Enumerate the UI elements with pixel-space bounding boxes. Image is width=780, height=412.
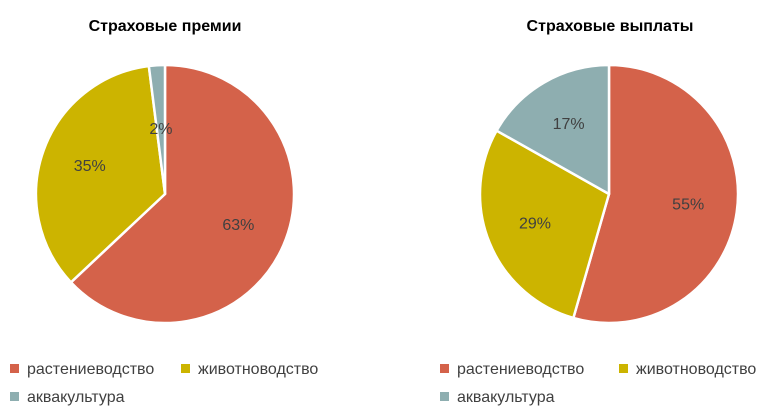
data-label: 29%	[519, 216, 551, 233]
pie-slice	[478, 129, 611, 320]
data-label: 55%	[672, 196, 704, 213]
legend-item-aqua: аквакультура	[10, 389, 125, 407]
legend-swatch-livestock	[619, 364, 628, 373]
legend-swatch-crop	[10, 364, 19, 373]
pie-chart-payouts: 55% 29% 17%	[478, 63, 740, 325]
legend-swatch-aqua	[10, 392, 19, 401]
pie-slice	[34, 64, 167, 284]
pie-slice	[495, 63, 611, 196]
legend-item-aqua: аквакультура	[440, 389, 555, 407]
data-label: 17%	[553, 116, 585, 133]
legend-swatch-crop	[440, 364, 449, 373]
legend-label: животноводство	[636, 361, 757, 378]
data-label: 63%	[222, 217, 254, 234]
legend-label: животноводство	[198, 361, 319, 378]
legend-swatch-livestock	[181, 364, 190, 373]
legend-label: аквакультура	[457, 389, 555, 406]
legend-item-crop: растениеводство	[440, 361, 584, 379]
legend-item-livestock: животноводство	[181, 361, 318, 379]
chart-premiums: Страховые премии 63% 35% 2% растениеводств…	[10, 18, 318, 407]
data-label: 35%	[74, 158, 106, 175]
pie-slice	[69, 63, 296, 325]
pie-slice	[572, 63, 740, 325]
chart-title: Страховые выплаты	[526, 18, 694, 35]
chart-title: Страховые премии	[88, 18, 242, 35]
chart-payouts: Страховые выплаты 55% 29% 17% растениеводс…	[390, 0, 780, 412]
pie-slice	[147, 63, 167, 196]
legend-label: аквакультура	[27, 389, 125, 406]
legend-label: растениеводство	[457, 361, 585, 378]
pie-chart-premiums: 63% 35% 2%	[34, 63, 296, 325]
data-label: 2%	[149, 121, 172, 138]
legend-swatch-aqua	[440, 392, 449, 401]
legend-item-livestock: животноводство	[619, 361, 756, 379]
legend-item-crop: растениеводство	[10, 361, 154, 379]
legend-label: растениеводство	[27, 361, 155, 378]
